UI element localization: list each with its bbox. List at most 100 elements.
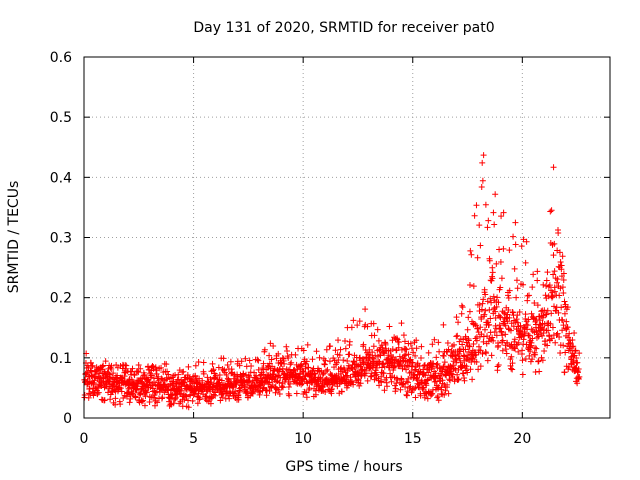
data-point [511, 336, 518, 343]
data-point [392, 388, 399, 395]
y-tick-label: 0.5 [50, 110, 72, 126]
x-tick-label: 0 [80, 431, 89, 447]
data-point [507, 327, 514, 334]
data-point [355, 377, 362, 384]
data-point [509, 360, 516, 367]
data-point [379, 344, 386, 351]
data-point [209, 360, 216, 367]
data-point [316, 354, 323, 361]
data-point [418, 343, 425, 350]
data-point [224, 389, 231, 396]
data-point [532, 351, 539, 358]
data-point [279, 355, 286, 362]
data-point [559, 253, 566, 260]
data-point [543, 277, 550, 284]
data-point [285, 383, 292, 390]
data-point [531, 300, 538, 307]
data-point [139, 375, 146, 382]
data-point [493, 303, 500, 310]
data-point [287, 380, 294, 387]
data-point [455, 376, 462, 383]
data-point [523, 238, 530, 245]
data-point [135, 361, 142, 368]
data-point [455, 376, 462, 383]
data-point [560, 342, 567, 349]
data-point [112, 401, 119, 408]
data-point [502, 322, 509, 329]
data-point [498, 275, 505, 282]
data-point [525, 316, 532, 323]
data-point [129, 365, 136, 372]
data-point [559, 317, 566, 324]
data-point [461, 377, 468, 384]
data-point [543, 311, 550, 318]
data-point [526, 352, 533, 359]
data-point [533, 345, 540, 352]
data-point [444, 340, 451, 347]
data-point [281, 360, 288, 367]
data-point [373, 364, 380, 371]
data-point [523, 341, 530, 348]
data-point [107, 396, 114, 403]
data-point [533, 328, 540, 335]
data-point [464, 369, 471, 376]
data-point [524, 292, 531, 299]
data-point [550, 164, 557, 171]
data-point [500, 209, 507, 216]
data-point [215, 364, 222, 371]
data-point [477, 363, 484, 370]
data-point [481, 326, 488, 333]
x-tick-label: 20 [513, 431, 531, 447]
data-point [493, 332, 500, 339]
data-point [554, 276, 561, 283]
data-point [375, 337, 382, 344]
data-point [309, 356, 316, 363]
data-point [169, 391, 176, 398]
data-point [183, 393, 190, 400]
data-point [429, 341, 436, 348]
data-point [122, 362, 129, 369]
data-point [249, 390, 256, 397]
data-point [369, 349, 376, 356]
data-point [362, 306, 369, 313]
data-point [519, 371, 526, 378]
data-point [254, 356, 261, 363]
x-tick-label: 5 [189, 431, 198, 447]
data-point [456, 355, 463, 362]
data-point [284, 348, 291, 355]
data-point [287, 361, 294, 368]
data-point [405, 351, 412, 358]
data-point [557, 285, 564, 292]
data-point [267, 340, 274, 347]
data-point [412, 352, 419, 359]
data-point [440, 321, 447, 328]
data-point [418, 355, 424, 362]
data-point [323, 368, 330, 375]
data-point [505, 307, 512, 314]
data-point [218, 377, 225, 384]
data-point [473, 358, 480, 365]
data-point [163, 361, 170, 368]
data-point [553, 279, 560, 286]
data-point [410, 349, 417, 356]
y-axis-label: SRMTID / TECUs [6, 181, 22, 294]
data-point [570, 343, 577, 350]
data-point [395, 339, 402, 346]
data-point [505, 295, 512, 302]
data-point [377, 352, 384, 359]
data-point [326, 358, 333, 365]
data-point [524, 322, 531, 329]
data-point [512, 345, 519, 352]
data-point [454, 332, 461, 339]
data-point [255, 366, 262, 373]
data-point [196, 375, 203, 382]
data-point [288, 359, 295, 366]
data-point [141, 402, 148, 409]
data-point [509, 366, 516, 373]
data-point [539, 357, 546, 364]
data-point [531, 344, 538, 351]
data-point [232, 388, 239, 395]
data-point [381, 387, 388, 394]
data-point [266, 388, 273, 395]
data-point [552, 339, 559, 346]
